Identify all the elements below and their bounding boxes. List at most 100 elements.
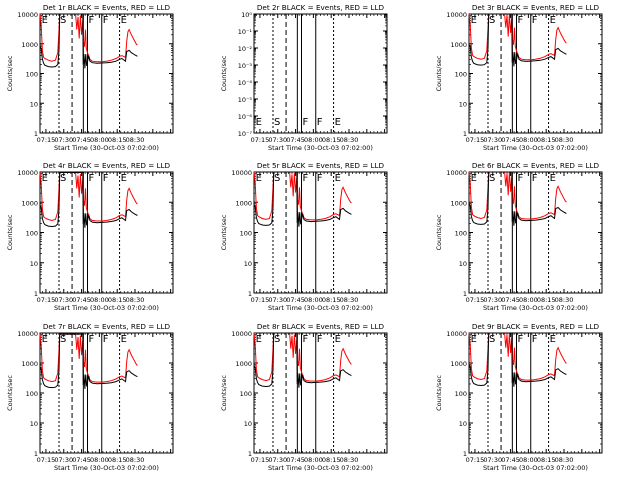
y-tick-label: 10000 — [17, 11, 38, 19]
detector-panel-9: Det 9r BLACK = Events, RED = LLD 1 10 100 10… — [435, 322, 603, 472]
event-marker-label: S — [274, 334, 280, 345]
x-tick-label: 08:15 — [322, 456, 341, 464]
y-tick-label: 100 — [26, 71, 38, 79]
x-tick-label: 07:45 — [286, 136, 305, 144]
x-tick-label: 07:30 — [54, 296, 73, 304]
x-tick-label: 08:15 — [537, 136, 556, 144]
x-axis-label: Start Time (30-Oct-03 07:02:00) — [483, 144, 588, 152]
detector-panel-8: Det 8r BLACK = Events, RED = LLD 1 10 100 10… — [220, 322, 388, 472]
x-tick-label: 08:00 — [90, 456, 109, 464]
x-tick-label: 08:30 — [126, 456, 145, 464]
y-tick-label: 100 — [240, 390, 252, 398]
y-tick-label: 1 — [463, 290, 467, 298]
y-axis-label: Counts/sec — [6, 55, 14, 91]
y-tick-label: 10⁰ — [241, 11, 252, 19]
y-tick-label: 10 — [30, 260, 38, 268]
event-marker-label: S — [489, 15, 495, 26]
x-tick-label: 08:30 — [555, 296, 574, 304]
x-axis-label: Start Time (30-Oct-03 07:02:00) — [54, 304, 159, 312]
y-axis-label: Counts/sec — [220, 375, 228, 411]
y-tick-label: 1000 — [21, 41, 38, 49]
events-rate-trace — [468, 13, 567, 67]
x-tick-label: 08:00 — [304, 136, 323, 144]
event-marker-label: F — [103, 173, 109, 184]
x-tick-label: 07:15 — [251, 136, 270, 144]
x-tick-label: 08:00 — [519, 296, 538, 304]
event-marker-label: E — [256, 117, 262, 128]
y-tick-label: 1000 — [450, 199, 467, 207]
y-tick-label: 10000 — [446, 169, 467, 177]
x-tick-label: 08:00 — [519, 136, 538, 144]
y-axis-label: Counts/sec — [435, 375, 443, 411]
y-tick-label: 1 — [248, 450, 252, 458]
y-tick-label: 1000 — [235, 199, 252, 207]
panel-title: Det 4r BLACK = Events, RED = LLD — [43, 161, 171, 170]
event-marker-label: E — [471, 334, 477, 345]
event-marker-label: E — [550, 334, 556, 345]
lld-rate-trace — [468, 171, 567, 220]
x-tick-label: 08:15 — [322, 136, 341, 144]
x-tick-label: 07:30 — [483, 136, 502, 144]
event-marker-label: F — [89, 334, 95, 345]
plot-frame — [39, 171, 174, 294]
y-tick-label: 1000 — [235, 360, 252, 368]
y-tick-label: 10⁻¹ — [238, 28, 253, 36]
panel-title: Det 9r BLACK = Events, RED = LLD — [472, 322, 600, 331]
y-tick-label: 10000 — [446, 330, 467, 338]
y-tick-label: 10 — [459, 420, 467, 428]
x-tick-label: 08:00 — [304, 456, 323, 464]
y-tick-label: 100 — [455, 390, 467, 398]
x-tick-label: 07:15 — [466, 296, 485, 304]
y-axis-label: Counts/sec — [6, 214, 14, 250]
y-tick-label: 10⁻³ — [238, 62, 253, 70]
y-tick-label: 10000 — [231, 330, 252, 338]
event-marker-label: F — [89, 173, 95, 184]
lld-rate-trace — [39, 13, 138, 63]
x-tick-label: 07:45 — [501, 456, 520, 464]
y-tick-label: 1 — [463, 450, 467, 458]
detector-panel-5: Det 5r BLACK = Events, RED = LLD 1 10 100 10… — [220, 161, 388, 312]
x-axis-label: Start Time (30-Oct-03 07:02:00) — [54, 464, 159, 472]
event-marker-label: F — [518, 334, 524, 345]
y-axis-label: Counts/sec — [435, 55, 443, 91]
event-marker-label: F — [532, 334, 538, 345]
y-tick-label: 10000 — [17, 169, 38, 177]
x-tick-label: 07:45 — [286, 456, 305, 464]
event-marker-label: F — [303, 117, 309, 128]
event-marker-label: E — [42, 15, 48, 26]
x-tick-label: 08:15 — [322, 296, 341, 304]
plot-frame — [253, 13, 388, 134]
event-marker-label: F — [103, 334, 109, 345]
event-marker-label: S — [60, 334, 66, 345]
lld-rate-trace — [39, 172, 138, 222]
panel-title: Det 8r BLACK = Events, RED = LLD — [257, 322, 385, 331]
events-rate-trace — [253, 171, 352, 227]
event-marker-label: F — [518, 15, 524, 26]
y-tick-label: 10000 — [446, 11, 467, 19]
event-marker-label: E — [335, 173, 341, 184]
event-marker-label: S — [274, 117, 280, 128]
panel-title: Det 7r BLACK = Events, RED = LLD — [43, 322, 171, 331]
y-tick-label: 10 — [459, 260, 467, 268]
y-tick-label: 10⁻⁴ — [238, 79, 253, 87]
plot-frame — [253, 332, 388, 454]
x-axis-label: Start Time (30-Oct-03 07:02:00) — [54, 144, 159, 152]
x-tick-label: 07:45 — [286, 296, 305, 304]
panel-title: Det 3r BLACK = Events, RED = LLD — [472, 3, 600, 12]
event-marker-label: F — [532, 173, 538, 184]
x-axis-label: Start Time (30-Oct-03 07:02:00) — [268, 304, 373, 312]
detector-panel-4: Det 4r BLACK = Events, RED = LLD 1 10 100 10… — [6, 161, 174, 312]
x-axis-label: Start Time (30-Oct-03 07:02:00) — [268, 144, 373, 152]
x-tick-label: 07:45 — [72, 456, 91, 464]
y-tick-label: 1000 — [450, 360, 467, 368]
y-tick-label: 100 — [455, 71, 467, 79]
event-marker-label: S — [489, 334, 495, 345]
event-marker-label: E — [121, 15, 127, 26]
y-tick-label: 1000 — [21, 360, 38, 368]
event-marker-label: S — [489, 173, 495, 184]
event-marker-label: E — [42, 173, 48, 184]
event-marker-label: E — [471, 15, 477, 26]
plot-frame — [468, 13, 603, 134]
x-tick-label: 08:30 — [340, 136, 359, 144]
